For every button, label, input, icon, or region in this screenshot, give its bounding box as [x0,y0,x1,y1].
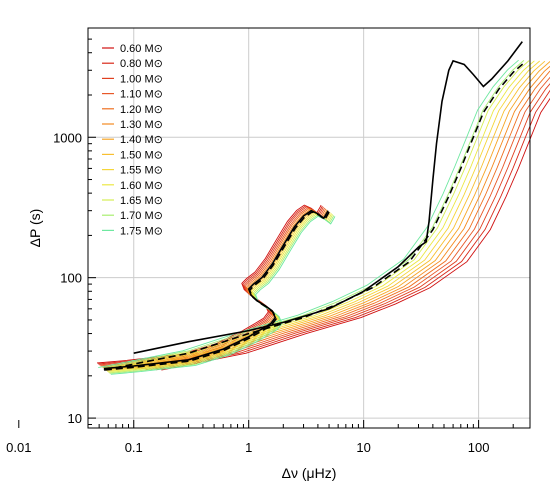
series-upper-branch [150,83,550,371]
legend-entry: 1.75 M⊙ [120,225,163,237]
grid-lines [88,28,530,428]
plot-frame [87,27,531,429]
tick-labels: 0.01 0.1 1 10 100 10 100 1000 [6,130,489,455]
legend-entry: 0.80 M⊙ [120,58,163,70]
legend-entry: 1.50 M⊙ [120,149,163,161]
x-tick-label: 0.1 [125,440,143,455]
x-axis-label: Δν (μHz) [282,465,337,481]
series-upper-branch [113,60,535,369]
y-tick-label: 1000 [53,130,82,145]
legend-entry: 1.60 M⊙ [120,180,163,192]
x-tick-label: 0.01 [6,440,31,455]
series-upper-branch [124,60,546,370]
x-tick-label: 1 [245,440,252,455]
reference-track-dashed [104,210,330,371]
legend-entry: 1.10 M⊙ [120,89,163,101]
series-track [98,59,519,375]
series-upper-branch [119,60,540,369]
series-upper-branch [161,97,550,371]
x-tick-label: 100 [468,440,490,455]
legend-entry: 1.70 M⊙ [120,210,163,222]
series-upper-branch [134,65,550,370]
legend-entry: 1.55 M⊙ [120,165,163,177]
legend: 0.60 M⊙ 0.80 M⊙ 1.00 M⊙ 1.10 M⊙ 1.20 M⊙ 1.30 … [102,43,163,237]
upper-branch-dashed [103,61,525,371]
legend-entry: 1.65 M⊙ [120,195,163,207]
series-upper-branch [98,59,519,369]
legend-entry: 1.30 M⊙ [120,119,163,131]
y-tick-label: 10 [68,411,82,426]
legend-entry: 1.00 M⊙ [120,73,163,85]
series-upper-branch [145,76,550,370]
series-upper-branch [129,61,550,370]
legend-entry: 1.40 M⊙ [120,134,163,146]
reference-tracks [103,41,525,371]
y-tick-label: 100 [60,271,82,286]
x-tick-label: 10 [356,440,370,455]
y-axis-label: ΔP (s) [27,209,43,248]
series-upper-branch [156,89,550,371]
axis-ticks [18,38,514,428]
upper-branch-solid [133,41,523,354]
series-upper-branch [108,60,530,369]
legend-entry: 1.20 M⊙ [120,104,163,116]
legend-entry: 0.60 M⊙ [120,43,163,55]
series-lower-branch [110,215,336,375]
